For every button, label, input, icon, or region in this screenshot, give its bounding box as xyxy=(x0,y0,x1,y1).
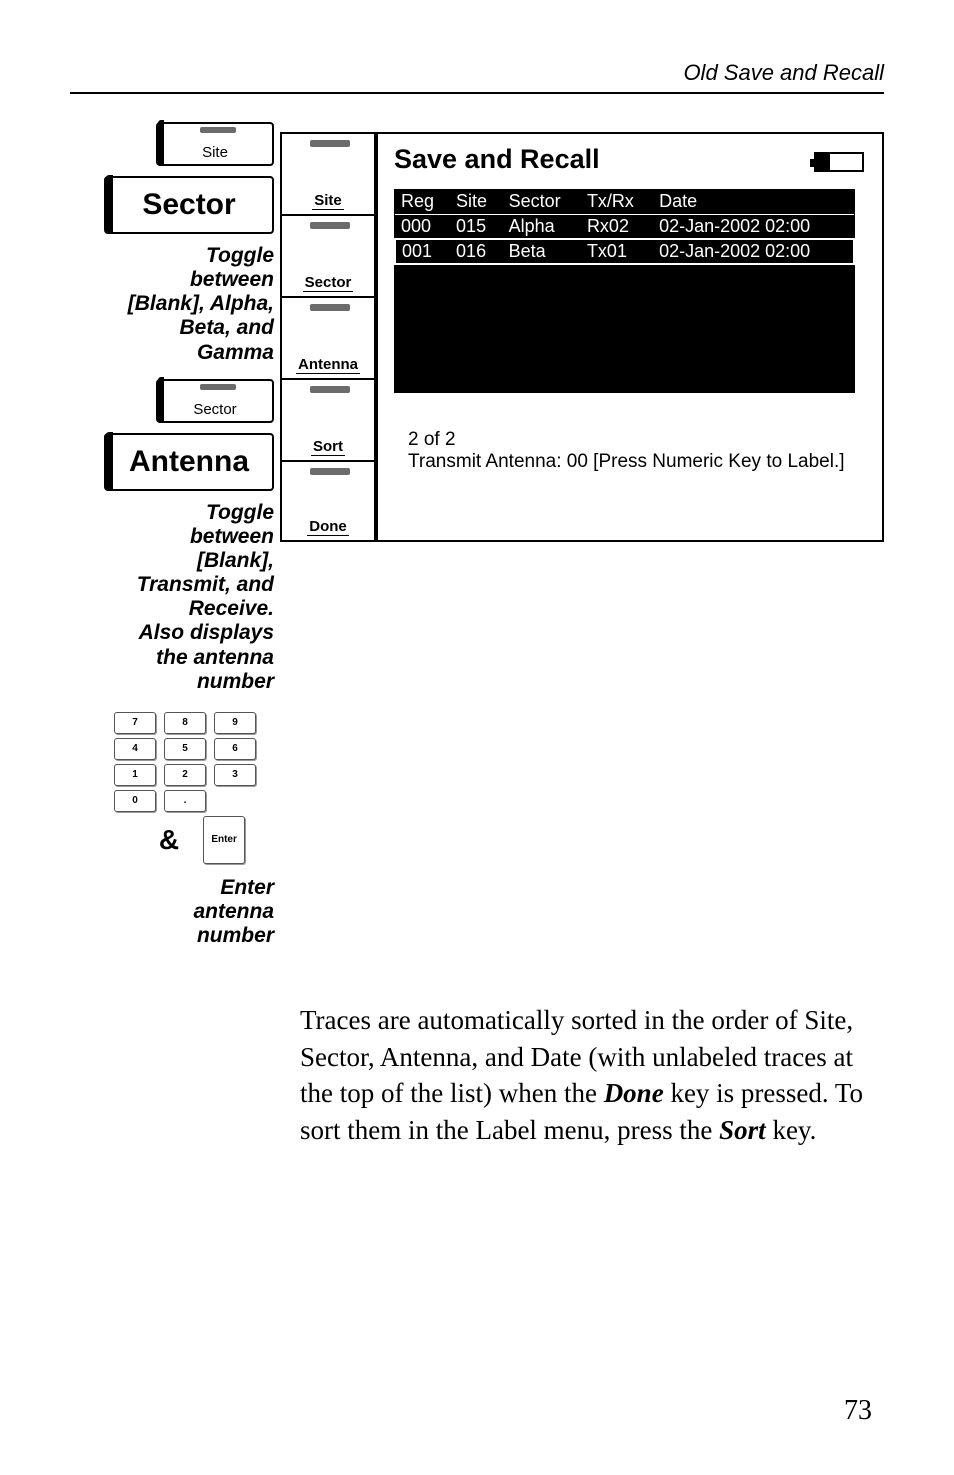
softkey-label: Site xyxy=(312,192,344,210)
cell-site: 015 xyxy=(450,215,503,240)
keypad-key-8: 8 xyxy=(164,712,206,734)
softkey-label: Sector xyxy=(303,274,354,292)
left-annotations: Site Sector Togglebetween[Blank], Alpha,… xyxy=(70,122,280,962)
sector-mini-key: Sector xyxy=(156,379,274,423)
keypad-enter: Enter xyxy=(203,816,245,864)
cell-reg: 000 xyxy=(395,215,450,240)
keypad-key-7: 7 xyxy=(114,712,156,734)
cell-reg: 001 xyxy=(395,239,450,264)
keypad-caption: Enterantennanumber xyxy=(74,876,274,948)
site-mini-key: Site xyxy=(156,122,274,166)
keypad-key-0: 0 xyxy=(114,790,156,812)
battery-icon xyxy=(814,152,864,172)
page-header: Old Save and Recall xyxy=(70,60,884,94)
cell-sector: Beta xyxy=(503,239,581,264)
antenna-caption: Togglebetween[Blank],Transmit, andReceiv… xyxy=(74,501,274,694)
softkey-antenna[interactable]: Antenna xyxy=(280,296,376,378)
page-number: 73 xyxy=(844,1395,872,1427)
keypad-key-1: 1 xyxy=(114,764,156,786)
body-paragraph: Traces are automatically sorted in the o… xyxy=(300,1002,884,1148)
softkey-site[interactable]: Site xyxy=(280,132,376,214)
done-key-ref: Done xyxy=(604,1078,664,1108)
numeric-keypad: 789 456 123 0. &Enter xyxy=(114,712,274,868)
softkey-label: Sort xyxy=(311,438,345,456)
sector-caption: Togglebetween[Blank], Alpha,Beta, andGam… xyxy=(74,244,274,365)
keypad-key-6: 6 xyxy=(214,738,256,760)
cell-date: 02-Jan-2002 02:00 xyxy=(653,215,854,240)
cell-site: 016 xyxy=(450,239,503,264)
sort-key-ref: Sort xyxy=(719,1115,766,1145)
col-txrx: Tx/Rx xyxy=(581,189,653,215)
keypad-key-9: 9 xyxy=(214,712,256,734)
softkey-done[interactable]: Done xyxy=(280,460,376,542)
softkey-column: Site Sector Antenna Sort Done xyxy=(280,122,376,542)
col-sector: Sector xyxy=(503,189,581,215)
antenna-big-label: Antenna xyxy=(129,445,249,479)
keypad-key-2: 2 xyxy=(164,764,206,786)
trace-table-fill xyxy=(394,265,855,393)
col-date: Date xyxy=(653,189,854,215)
col-site: Site xyxy=(450,189,503,215)
cell-txrx: Rx02 xyxy=(581,215,653,240)
antenna-big-key: Antenna xyxy=(104,433,274,491)
keypad-key-3: 3 xyxy=(214,764,256,786)
site-mini-label: Site xyxy=(202,144,228,161)
softkey-label: Done xyxy=(307,518,349,536)
softkey-label: Antenna xyxy=(296,356,360,374)
softkey-sort[interactable]: Sort xyxy=(280,378,376,460)
screen-title: Save and Recall xyxy=(394,144,874,175)
sector-big-label: Sector xyxy=(142,188,235,222)
sector-mini-label: Sector xyxy=(193,401,236,418)
softkey-sector[interactable]: Sector xyxy=(280,214,376,296)
keypad-key-5: 5 xyxy=(164,738,206,760)
table-row[interactable]: 001016BetaTx0102-Jan-2002 02:00 xyxy=(395,239,854,264)
trace-table: RegSiteSectorTx/RxDate 000015AlphaRx0202… xyxy=(394,189,855,265)
device-screen: Save and Recall RegSiteSectorTx/RxDate 0… xyxy=(376,132,884,542)
antenna-prompt: Transmit Antenna: 00 [Press Numeric Key … xyxy=(408,451,874,473)
keypad-key-dot: . xyxy=(164,790,206,812)
col-reg: Reg xyxy=(395,189,450,215)
table-row[interactable]: 000015AlphaRx0202-Jan-2002 02:00 xyxy=(395,215,854,240)
record-count: 2 of 2 xyxy=(408,429,874,451)
sector-big-key: Sector xyxy=(104,176,274,234)
keypad-key-4: 4 xyxy=(114,738,156,760)
cell-txrx: Tx01 xyxy=(581,239,653,264)
cell-sector: Alpha xyxy=(503,215,581,240)
cell-date: 02-Jan-2002 02:00 xyxy=(653,239,854,264)
ampersand-icon: & xyxy=(143,824,195,856)
